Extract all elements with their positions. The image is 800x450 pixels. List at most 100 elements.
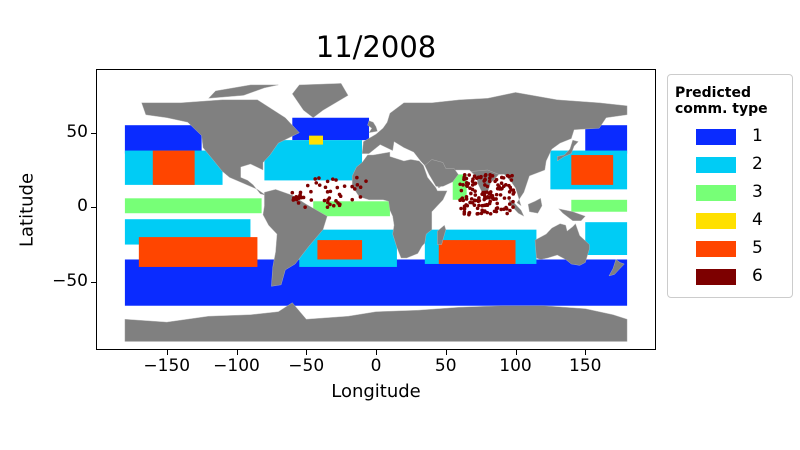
point-type-6 [507, 196, 511, 200]
point-type-6 [483, 178, 487, 182]
point-type-6 [487, 179, 492, 184]
x-tick-label: 150 [569, 356, 602, 376]
point-type-6 [499, 175, 504, 180]
point-type-6 [495, 206, 500, 210]
land-arctic-islands [208, 84, 279, 99]
point-type-6 [485, 184, 490, 189]
point-type-6 [487, 191, 491, 196]
point-type-6 [469, 191, 473, 196]
point-type-6 [511, 188, 516, 192]
point-type-6 [462, 207, 467, 211]
point-type-6 [309, 198, 314, 202]
legend-label: 4 [752, 210, 763, 230]
point-type-6 [478, 175, 483, 180]
x-tick-mark [585, 350, 587, 355]
legend-label: 6 [752, 266, 763, 286]
land-japan [557, 139, 579, 162]
x-tick-mark [515, 350, 517, 355]
point-type-6 [355, 183, 360, 187]
point-type-6 [301, 195, 306, 200]
point-type-6 [336, 201, 340, 205]
point-type-6 [464, 197, 469, 201]
land-indonesia-borneo [527, 197, 543, 214]
land-north-america [141, 99, 300, 196]
point-type-6 [325, 179, 330, 184]
legend-swatch [696, 213, 736, 229]
y-tick-mark [91, 132, 96, 134]
land-greenland [292, 83, 349, 118]
region-type-2 [585, 222, 628, 256]
point-type-6 [490, 194, 495, 198]
point-type-6 [358, 195, 363, 199]
region-type-1 [124, 125, 202, 154]
point-type-6 [505, 211, 509, 216]
point-type-6 [470, 187, 475, 192]
point-type-6 [488, 176, 492, 181]
point-type-6 [509, 178, 514, 182]
legend-swatch [696, 129, 736, 145]
point-type-6 [470, 183, 475, 187]
point-type-6 [488, 211, 493, 216]
point-type-6 [475, 206, 480, 211]
world-map [124, 83, 628, 342]
region-type-1 [292, 117, 370, 141]
point-type-6 [462, 173, 467, 177]
point-type-6 [470, 179, 475, 184]
point-type-6 [484, 202, 489, 207]
x-axis-label: Longitude [331, 381, 421, 402]
point-type-6 [502, 196, 507, 200]
point-type-6 [458, 182, 462, 187]
y-tick-label: 50 [66, 121, 88, 142]
x-tick-mark [445, 350, 447, 355]
land-uk [367, 120, 378, 133]
legend-label: 1 [752, 126, 763, 146]
point-type-6 [290, 190, 295, 195]
point-type-6 [483, 173, 488, 177]
legend-title: Predicted comm. type [675, 85, 768, 117]
legend-swatch [696, 157, 736, 173]
region-type-5 [138, 237, 258, 267]
region-type-4 [309, 135, 323, 145]
land-madagascar [437, 224, 447, 245]
point-type-6 [510, 173, 514, 178]
point-type-6 [507, 202, 512, 206]
point-type-6 [480, 203, 485, 208]
x-tick-label: 100 [499, 356, 532, 376]
point-type-6 [507, 174, 511, 179]
scatter-points-layer [290, 173, 516, 217]
point-type-6 [503, 182, 508, 187]
x-tick-label: 0 [370, 356, 382, 376]
y-tick-label: 0 [77, 196, 88, 217]
point-type-6 [511, 192, 516, 196]
land-africa [352, 151, 448, 259]
point-type-6 [296, 201, 301, 205]
point-type-6 [483, 190, 487, 195]
point-type-6 [473, 193, 478, 197]
point-type-6 [326, 197, 330, 202]
legend-label: 3 [752, 182, 763, 202]
region-type-1 [585, 125, 628, 154]
x-tick-label: −100 [213, 356, 260, 376]
point-type-6 [459, 197, 464, 201]
point-type-6 [504, 205, 508, 210]
point-type-6 [476, 199, 481, 204]
land-australia [534, 223, 590, 266]
point-type-6 [313, 177, 318, 181]
point-type-6 [459, 188, 464, 193]
land-south-america [262, 189, 328, 287]
point-type-6 [355, 175, 359, 180]
y-tick-label: −50 [52, 270, 88, 291]
point-type-6 [468, 200, 472, 205]
y-tick-mark [91, 281, 96, 283]
point-type-6 [476, 211, 480, 216]
legend-swatch [696, 269, 736, 285]
point-type-6 [485, 195, 490, 199]
y-axis-label: Latitude [16, 172, 38, 248]
point-type-6 [477, 196, 481, 200]
point-type-6 [482, 209, 487, 214]
region-type-5 [438, 240, 516, 264]
point-type-6 [462, 210, 467, 214]
map-plot-area [96, 69, 656, 350]
point-type-6 [298, 190, 303, 195]
point-type-6 [352, 187, 357, 191]
